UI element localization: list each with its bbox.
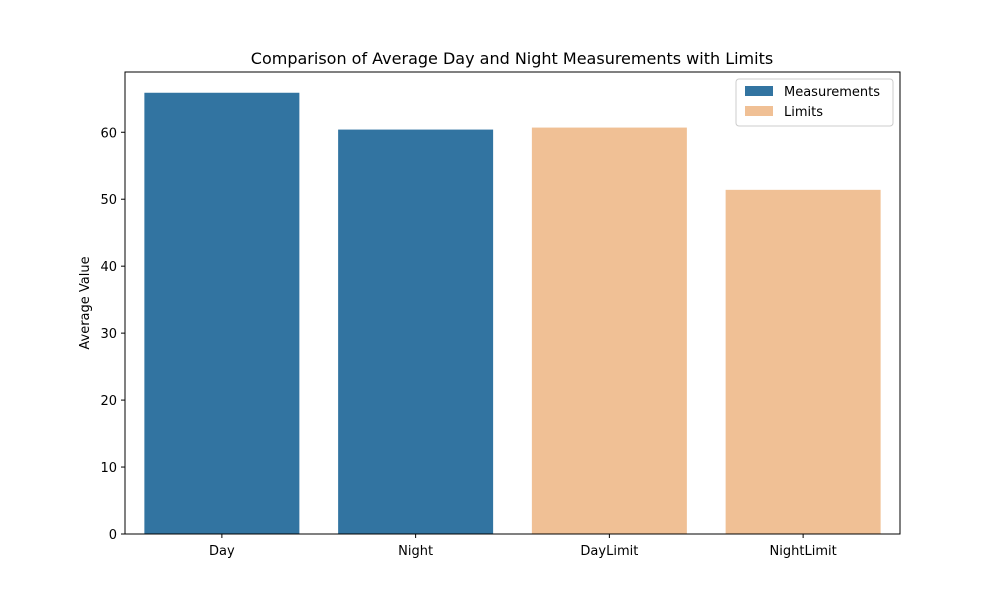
legend: Measurements Limits (735, 78, 894, 127)
chart-title: Comparison of Average Day and Night Meas… (251, 49, 773, 68)
x-tick-label: NightLimit (770, 544, 837, 559)
y-tick-label: 50 (100, 193, 117, 208)
legend-swatch-measurements (745, 86, 773, 96)
legend-label-measurements: Measurements (784, 85, 880, 100)
y-tick-label: 60 (100, 126, 117, 141)
y-tick-label: 40 (100, 260, 117, 275)
bar-nightlimit (725, 189, 881, 534)
y-axis-label: Average Value (78, 256, 93, 349)
bar-night (338, 129, 494, 534)
x-tick-label: DayLimit (580, 544, 638, 559)
y-tick-label: 20 (100, 394, 117, 409)
bar-daylimit (531, 127, 687, 534)
legend-swatch-limits (745, 106, 773, 116)
bars-layer (144, 92, 881, 534)
bar-day (144, 92, 300, 534)
plot-frame (124, 71, 901, 535)
y-ticks: 0 10 20 30 40 50 60 (100, 126, 125, 543)
y-tick-label: 30 (100, 327, 117, 342)
legend-label-limits: Limits (784, 105, 823, 120)
y-tick-label: 0 (109, 528, 117, 543)
x-tick-label: Day (209, 544, 235, 559)
y-tick-label: 10 (100, 461, 117, 476)
x-tick-label: Night (398, 544, 433, 559)
x-ticks: Day Night DayLimit NightLimit (209, 534, 837, 559)
legend-frame (735, 78, 894, 127)
